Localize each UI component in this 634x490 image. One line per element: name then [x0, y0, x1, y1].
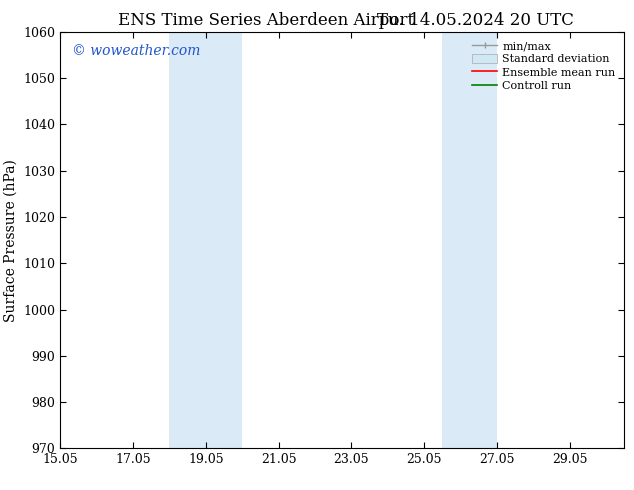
- Text: © woweather.com: © woweather.com: [72, 44, 200, 58]
- Text: ENS Time Series Aberdeen Airport: ENS Time Series Aberdeen Airport: [118, 12, 415, 29]
- Text: Tu. 14.05.2024 20 UTC: Tu. 14.05.2024 20 UTC: [377, 12, 574, 29]
- Legend: min/max, Standard deviation, Ensemble mean run, Controll run: min/max, Standard deviation, Ensemble me…: [469, 37, 619, 94]
- Y-axis label: Surface Pressure (hPa): Surface Pressure (hPa): [4, 159, 18, 321]
- Bar: [443, 32, 497, 448]
- Bar: [169, 32, 242, 448]
